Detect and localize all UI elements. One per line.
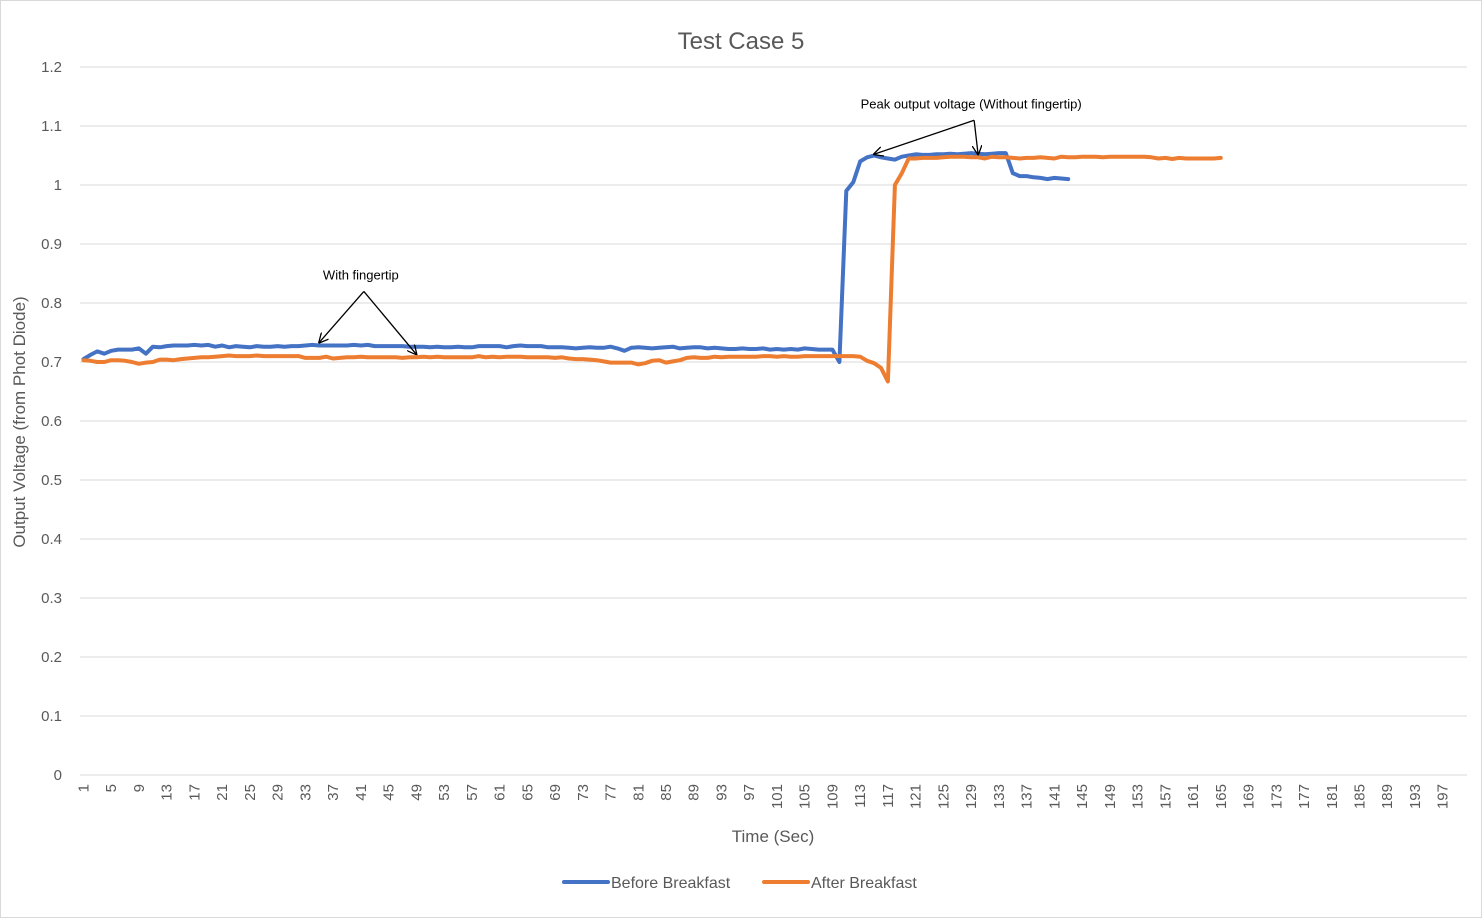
x-tick-label: 49 [408,784,425,801]
annotation-arrow [363,290,416,354]
y-axis-label: Output Voltage (from Phot Diode) [10,296,29,547]
y-tick-label: 0.6 [41,413,62,430]
x-tick-label: 41 [353,784,370,801]
annotation-arrow [319,290,365,342]
x-tick-label: 113 [852,784,869,808]
x-tick-label: 101 [769,784,786,809]
y-tick-label: 1 [54,177,62,194]
y-tick-label: 0.1 [41,708,62,725]
annotation-arrow [874,119,975,154]
x-tick-label: 77 [603,784,620,801]
legend-label: After Breakfast [811,875,917,892]
x-tick-label: 145 [1074,784,1091,809]
x-tick-label: 153 [1130,784,1147,809]
x-tick-label: 45 [381,784,398,801]
x-tick-label: 177 [1296,784,1313,809]
x-tick-label: 185 [1352,784,1369,809]
x-tick-label: 5 [103,784,120,792]
x-tick-label: 133 [991,784,1008,809]
x-axis-label: Time (Sec) [732,827,815,846]
x-tick-labels: 1 5 9 13 17 21 25 29 33 37 41 45 49 53 57 61 65 69 73 77 81 8… [75,784,1451,809]
x-tick-label: 197 [1435,784,1452,809]
y-tick-label: 1.2 [41,59,62,76]
x-tick-label: 85 [658,784,675,801]
x-tick-label: 125 [935,784,952,809]
series-line [81,151,1071,364]
y-tick-label: 0.7 [41,354,62,371]
x-tick-label: 157 [1157,784,1174,809]
x-tick-label: 57 [464,784,481,801]
x-tick-label: 53 [436,784,453,801]
y-tick-label: 0.2 [41,649,62,666]
x-tick-label: 117 [880,784,897,808]
x-tick-label: 193 [1407,784,1424,809]
x-tick-label: 37 [325,784,342,801]
x-tick-label: 189 [1379,784,1396,809]
annotation-label: With fingertip [323,267,399,282]
y-tick-label: 1.1 [41,118,62,135]
annotation-label: Peak output voltage (Without fingertip) [861,96,1082,111]
x-tick-label: 169 [1241,784,1258,809]
x-tick-label: 69 [547,784,564,801]
x-tick-label: 29 [270,784,287,801]
x-tick-label: 25 [242,784,259,801]
x-tick-label: 141 [1046,784,1063,809]
legend: Before Breakfast After Breakfast [562,875,917,892]
x-tick-label: 149 [1102,784,1119,809]
x-tick-label: 105 [797,784,814,809]
gridlines [80,66,1467,776]
x-tick-label: 93 [713,784,730,801]
y-tick-label: 0.5 [41,472,62,489]
x-tick-label: 13 [159,784,176,801]
series-lines [81,151,1223,384]
x-tick-label: 33 [297,784,314,801]
annotation-arrow [974,120,978,154]
x-tick-label: 109 [824,784,841,809]
x-tick-label: 17 [186,784,203,801]
y-tick-label: 0.3 [41,590,62,607]
y-tick-label: 0.9 [41,236,62,253]
y-tick-labels: 0 0.1 0.2 0.3 0.4 0.5 0.6 0.7 0.8 0.9 1 1.1 1.2 [41,59,62,784]
x-tick-label: 1 [75,784,92,792]
annotations: With fingertip Peak output voltage (Witho… [319,96,1082,354]
y-tick-label: 0 [54,767,62,784]
x-tick-label: 97 [741,784,758,801]
x-tick-label: 81 [630,784,647,801]
x-tick-label: 61 [492,784,509,801]
x-tick-label: 21 [214,784,231,801]
x-tick-label: 137 [1019,784,1036,809]
x-tick-label: 73 [575,784,592,801]
x-tick-label: 121 [908,784,925,809]
x-tick-label: 161 [1185,784,1202,809]
x-tick-label: 129 [963,784,980,809]
x-tick-label: 9 [131,784,148,792]
y-tick-label: 0.8 [41,295,62,312]
chart-title: Test Case 5 [678,28,805,55]
legend-label: Before Breakfast [611,875,731,892]
x-tick-label: 65 [519,784,536,801]
y-tick-label: 0.4 [41,531,62,548]
x-tick-label: 165 [1213,784,1230,809]
series-line [81,154,1223,384]
x-tick-label: 173 [1268,784,1285,809]
x-tick-label: 181 [1324,784,1341,809]
x-tick-label: 89 [686,784,703,801]
